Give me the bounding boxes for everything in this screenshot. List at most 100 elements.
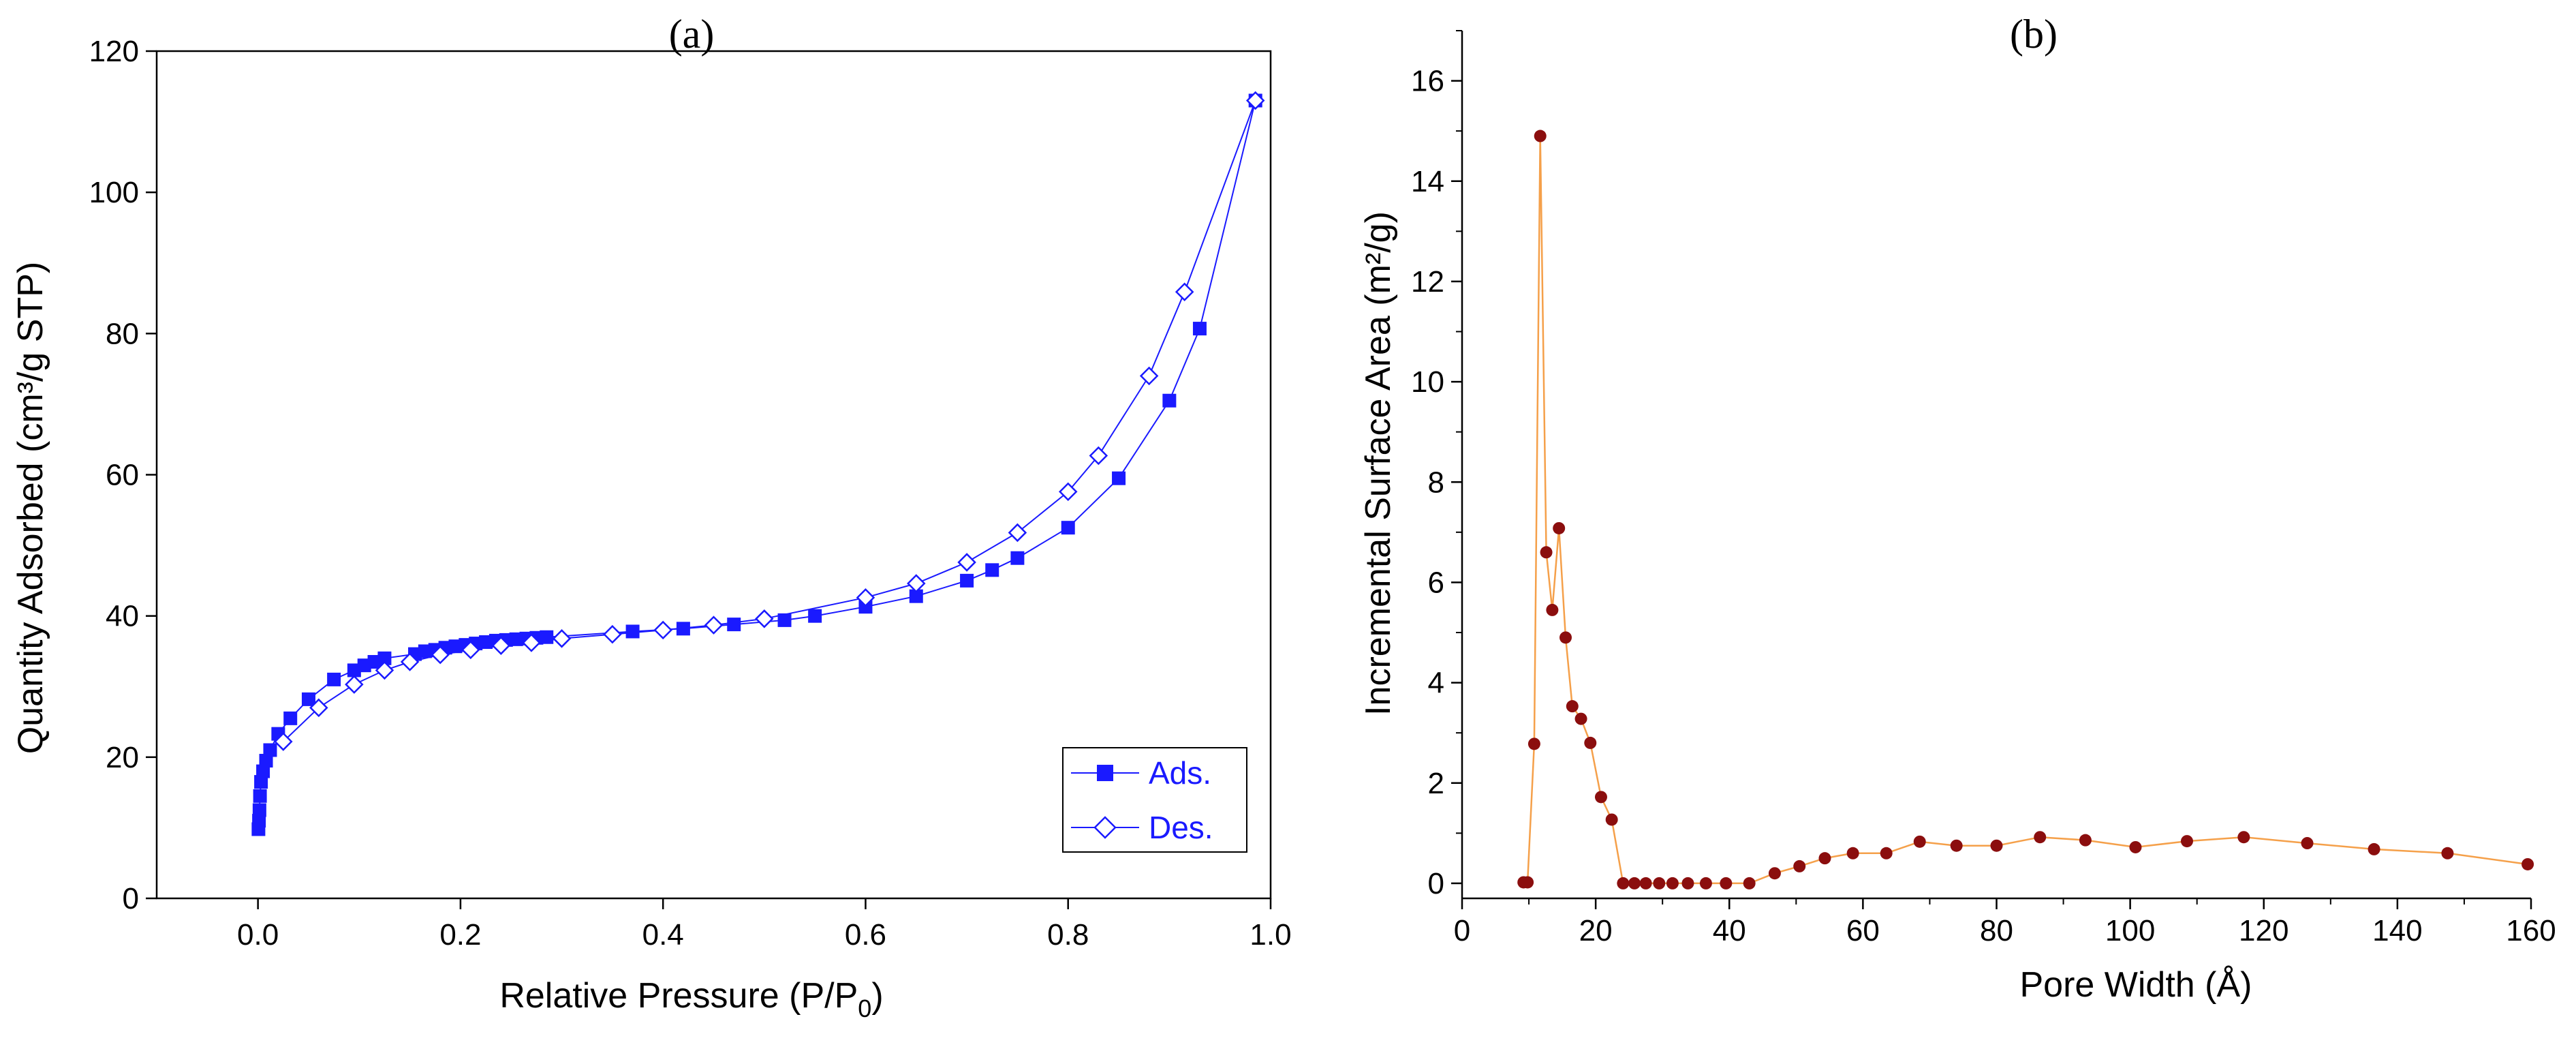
panel-b-x-tick-label: 20 xyxy=(1579,914,1613,947)
panel-a-des-point xyxy=(375,660,394,680)
panel-b-data-point xyxy=(1553,521,1566,534)
panel-b-data-point xyxy=(1584,736,1597,749)
panel-a-des-point xyxy=(1139,366,1159,386)
panel-b-data-point xyxy=(2441,847,2454,860)
panel-a-ads-point xyxy=(808,609,822,623)
panel-a-des-point xyxy=(309,698,328,718)
panel-a-des-point xyxy=(491,636,511,655)
panel-b-data-point xyxy=(1534,130,1547,142)
panel-b-x-tick-label: 120 xyxy=(2239,914,2288,947)
panel-b-data-point xyxy=(2368,842,2380,855)
panel-a-x-axis-title-subscript: 0 xyxy=(858,994,871,1022)
panel-b-y-tick-label: 4 xyxy=(1428,667,1444,700)
panel-a-y-tick-label: 40 xyxy=(106,600,139,633)
panel-b-plot-area: 0 20 40 60 80 100 120 140 160 0 2 4 6 8 10 12 14 16 xyxy=(1411,30,2556,947)
panel-a-des-point xyxy=(1245,91,1265,110)
panel-a-des-point xyxy=(755,609,774,628)
legend-ads-marker xyxy=(1097,765,1113,781)
panel-b-data-point xyxy=(2521,857,2534,870)
panel-b-data-point xyxy=(1574,712,1587,725)
panel-a-ads-point xyxy=(256,764,270,778)
panel-a-ads-point xyxy=(377,651,392,665)
panel-a-ads-point xyxy=(1162,393,1177,408)
panel-a-y-tick-label: 80 xyxy=(106,317,139,350)
panel-a-x-axis-title-main: Relative Pressure (P/P xyxy=(499,976,858,1016)
panel-b-x-tick-label: 0 xyxy=(1454,914,1470,947)
panel-b-pore-distribution-chart: (b) 0 20 40 60 80 100 120 140 160 0 2 4 6 8 10 12 14 16 I… xyxy=(1359,12,2556,1005)
legend-box xyxy=(1062,747,1247,853)
panel-b-label: (b) xyxy=(2010,12,2058,57)
panel-b-y-tick-label: 16 xyxy=(1411,65,1444,98)
panel-a-ads-point xyxy=(676,622,690,636)
panel-a-des-point xyxy=(1008,523,1027,543)
panel-a-des-point xyxy=(1175,282,1194,301)
panel-a-y-tick-label: 0 xyxy=(123,882,139,915)
panel-b-data-point xyxy=(2034,831,2047,844)
panel-a-y-tick-label: 120 xyxy=(89,35,139,68)
panel-a-y-tick-label: 20 xyxy=(106,741,139,774)
panel-a-ads-point xyxy=(777,613,792,627)
panel-a-des-point xyxy=(274,732,293,751)
panel-a-ads-point xyxy=(1010,551,1025,565)
panel-b-x-tick-label: 60 xyxy=(1846,914,1880,947)
panel-a-des-point xyxy=(1089,446,1108,466)
panel-a-des-point xyxy=(552,629,572,648)
panel-b-data-point xyxy=(1540,546,1553,559)
panel-b-data-point xyxy=(1546,603,1559,616)
panel-b-data-point xyxy=(2301,837,2314,850)
panel-b-y-tick-label: 0 xyxy=(1428,867,1444,900)
panel-a-x-tick-label: 0.0 xyxy=(237,918,279,952)
panel-a-ads-point xyxy=(301,692,315,706)
panel-a-y-axis-title: Quantity Adsorbed (cm³/g STP) xyxy=(11,262,50,755)
panel-b-data-point xyxy=(1846,847,1859,860)
panel-b-y-tick-label: 12 xyxy=(1411,265,1444,299)
panel-a-ads-point xyxy=(1112,471,1126,485)
panel-b-data-point xyxy=(1639,877,1652,890)
panel-a-ads-point xyxy=(909,589,923,603)
panel-a-y-tick-label: 60 xyxy=(106,459,139,492)
panel-b-x-tick-label: 160 xyxy=(2506,914,2556,947)
panel-a-ads-point xyxy=(1061,521,1075,535)
panel-b-y-axis-title: Incremental Surface Area (m²/g) xyxy=(1359,211,1398,716)
panel-a-ads-point xyxy=(625,624,640,639)
panel-b-x-tick-label: 100 xyxy=(2105,914,2155,947)
panel-b-data-point xyxy=(1743,877,1756,890)
panel-a-plot-area: 0.0 0.2 0.4 0.6 0.8 1.0 0 20 40 60 80 100 120 xyxy=(89,35,1292,952)
panel-b-data-point xyxy=(1566,700,1579,713)
panel-b-y-tick-label: 6 xyxy=(1428,566,1444,599)
panel-a-des-point xyxy=(603,624,622,644)
panel-b-data-point xyxy=(1699,877,1712,890)
panel-a-x-tick-label: 0.2 xyxy=(439,918,481,952)
legend-des-label: Des. xyxy=(1149,810,1213,845)
panel-a-ads-point xyxy=(985,563,999,577)
legend-des-marker xyxy=(1093,816,1117,839)
panel-b-data-point xyxy=(2129,840,2142,853)
panel-b-y-tick-label: 14 xyxy=(1411,165,1444,198)
panel-a-des-point xyxy=(856,588,875,607)
panel-a-ads-point xyxy=(263,743,277,757)
panel-b-data-point xyxy=(1720,877,1733,890)
panel-a-x-axis-title-tail: ) xyxy=(871,976,883,1016)
panel-b-data-point xyxy=(1990,839,2003,852)
panel-b-data-point xyxy=(1793,860,1806,872)
panel-b-x-tick-label: 140 xyxy=(2372,914,2422,947)
panel-b-data-point xyxy=(1950,839,1963,852)
panel-b-x-tick-label: 80 xyxy=(1980,914,2013,947)
panel-b-data-point xyxy=(1628,877,1641,890)
panel-b-data-point xyxy=(2079,834,2092,847)
panel-a-des-point xyxy=(704,615,724,635)
panel-b-data-point xyxy=(1768,867,1781,880)
panel-b-x-tick-label: 40 xyxy=(1713,914,1746,947)
panel-a-des-point xyxy=(653,620,672,640)
panel-b-data-point xyxy=(1559,631,1572,644)
panel-a-ads-point xyxy=(252,814,266,828)
panel-b-data-point xyxy=(1681,877,1694,890)
panel-a-des-point xyxy=(400,652,420,671)
panel-a-ads-point xyxy=(252,803,266,817)
panel-a-des-point xyxy=(345,675,364,694)
legend-ads-label: Ads. xyxy=(1149,755,1211,791)
panel-a-ads-point xyxy=(960,573,974,588)
panel-a-ads-point xyxy=(1192,322,1207,336)
